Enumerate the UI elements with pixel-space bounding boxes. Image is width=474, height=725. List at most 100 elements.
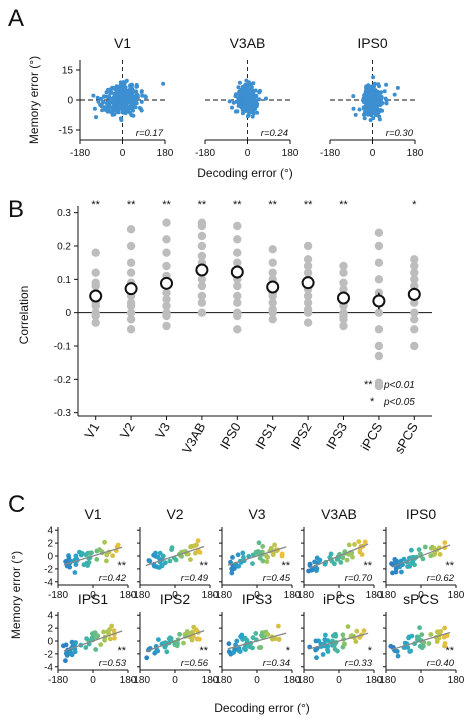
subject-point [410, 298, 419, 307]
subplot-title: V1 [84, 506, 101, 522]
panel-a-subplot-ips0: IPS0 r=0.30 -180 0 180 [320, 35, 424, 159]
significance-marker: ** [199, 560, 208, 572]
data-point [342, 641, 347, 647]
data-point [374, 104, 379, 109]
subject-point [162, 288, 171, 297]
data-point [307, 563, 313, 568]
x-tick-label: 180 [284, 675, 301, 686]
subject-point [339, 311, 348, 321]
data-point [91, 93, 96, 98]
subject-point [91, 308, 100, 317]
data-point [362, 539, 368, 545]
subject-point [374, 275, 384, 284]
x-tick-label: -180 [130, 590, 150, 601]
panel-c-subplot-spcs: sPCS **r=0.40 -180 0 180 [376, 591, 465, 686]
subject-point [339, 321, 348, 331]
x-tick-label: -180 [294, 590, 314, 601]
subject-point [268, 291, 277, 301]
subject-point [303, 308, 313, 317]
subject-point [233, 221, 242, 231]
subject-point [162, 248, 171, 257]
significance-marker: ** [91, 199, 100, 211]
subject-point [197, 308, 207, 317]
x-tick-label: 180 [448, 590, 465, 601]
data-point [135, 84, 140, 89]
data-point [101, 94, 106, 99]
data-point [226, 641, 232, 647]
data-point [100, 100, 105, 105]
panel-a: Memory error (°) Decoding error (°) V1 r=… [27, 35, 424, 180]
data-point [64, 653, 70, 658]
mean-marker [372, 294, 386, 308]
data-point [123, 108, 128, 113]
data-point [247, 91, 252, 95]
data-point [251, 102, 256, 107]
x-tick-label: -180 [195, 148, 215, 159]
mean-marker [230, 265, 244, 279]
data-point [94, 557, 100, 562]
data-point [244, 78, 249, 83]
data-point [264, 96, 268, 101]
y-tick-label: 2 [47, 539, 53, 550]
subject-point [233, 248, 242, 257]
fit-line [309, 543, 369, 569]
subject-point [374, 228, 384, 237]
fit-line [227, 632, 287, 650]
subject-point [410, 315, 419, 324]
subject-point [339, 278, 348, 287]
data-point [240, 94, 245, 99]
data-point [359, 552, 365, 557]
subject-point [268, 298, 277, 307]
subject-point [303, 298, 313, 307]
data-point [406, 634, 412, 640]
subject-point [91, 318, 100, 327]
data-point [264, 559, 270, 564]
data-point [380, 101, 385, 105]
panel-a-plots: V1 r=0.17 -180 0 180 15 0 -15 V3AB r=0.24 -180 0 180… [59, 35, 424, 159]
x-tick-label: 0 [370, 148, 376, 159]
data-point [84, 636, 89, 642]
data-point [122, 90, 127, 95]
x-tick-label: -180 [70, 148, 90, 159]
panel-c-subplot-v3ab: V3AB **r=0.70 -180 0 180 [294, 506, 383, 601]
x-tick-label: 180 [366, 590, 383, 601]
mean-marker [407, 287, 421, 301]
subject-point [197, 251, 207, 261]
data-point [363, 110, 368, 115]
data-point [365, 102, 370, 106]
data-point [230, 105, 234, 110]
legend-stars-weak: * [370, 396, 375, 408]
subject-point [126, 225, 136, 234]
data-point [357, 107, 362, 112]
data-point [94, 115, 98, 120]
x-tick-label: -180 [320, 148, 340, 159]
fit-line [63, 630, 123, 652]
correlation-label: r=0.33 [345, 658, 373, 669]
data-point [161, 81, 166, 86]
subject-point [268, 315, 277, 324]
subject-point [162, 295, 171, 304]
y-tick-label: 0 [67, 96, 73, 107]
significance-marker: ** [127, 199, 136, 211]
subject-point [162, 301, 171, 311]
subject-point [374, 241, 384, 251]
data-point [111, 628, 117, 634]
data-point [241, 102, 246, 107]
subject-point [233, 258, 242, 267]
mean-marker [195, 263, 209, 277]
data-point [373, 91, 378, 96]
data-point [70, 643, 76, 648]
data-point [389, 561, 394, 567]
data-point [253, 88, 258, 93]
y-tick-label: 15 [62, 66, 74, 77]
data-point [394, 649, 400, 654]
data-point [166, 636, 172, 642]
data-point [417, 625, 422, 631]
data-point [63, 658, 68, 664]
data-point [73, 562, 79, 567]
subject-point [268, 308, 277, 317]
data-point [354, 628, 360, 634]
category-label: iPCS [358, 420, 386, 453]
data-point [249, 85, 254, 90]
